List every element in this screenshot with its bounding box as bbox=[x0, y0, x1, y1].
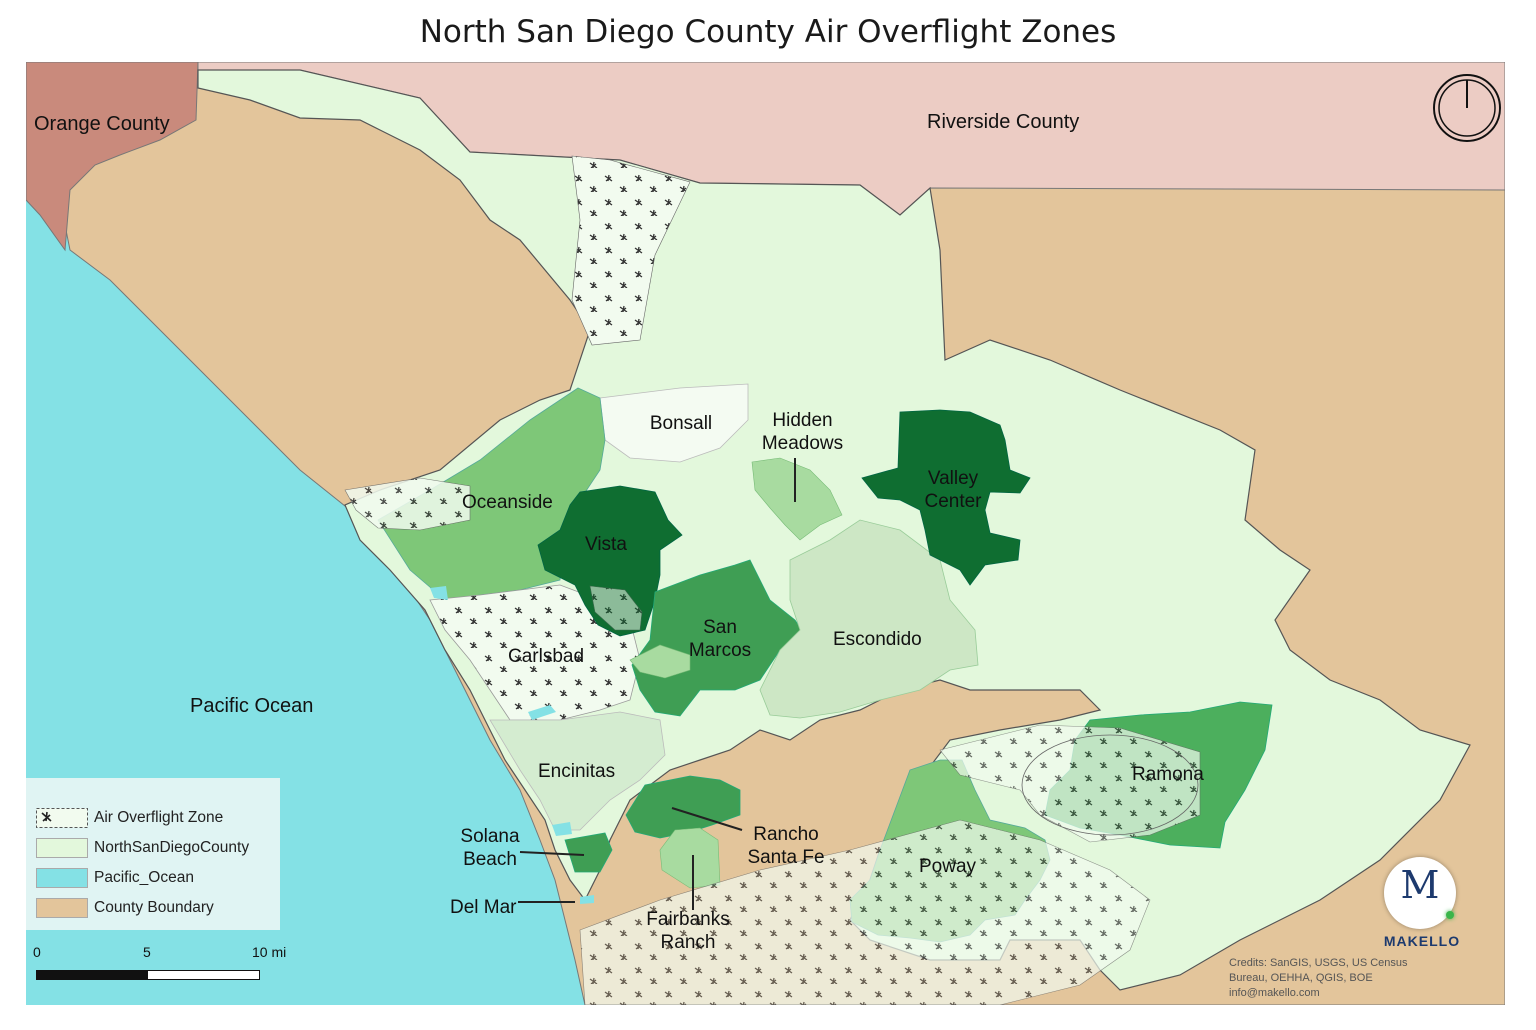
legend-label: County Boundary bbox=[94, 899, 214, 916]
legend-swatch bbox=[36, 838, 88, 858]
legend-label: Air Overflight Zone bbox=[94, 809, 224, 826]
bonsall-area bbox=[599, 383, 749, 463]
label-solana-beach: Solana Beach bbox=[460, 826, 520, 870]
credits-line: Credits: SanGIS, USGS, US Census bbox=[1229, 957, 1408, 969]
overflight-zone-ramona bbox=[939, 724, 1201, 843]
overflight-zone-north bbox=[571, 155, 691, 346]
scale-label-10: 10 mi bbox=[252, 944, 287, 960]
label-ramona: Ramona bbox=[1132, 764, 1204, 785]
map-svg bbox=[26, 62, 1505, 1005]
lagoon bbox=[552, 822, 572, 836]
label-riverside-county: Riverside County bbox=[927, 111, 1080, 133]
overflight-zone-oceanside bbox=[344, 477, 471, 531]
airplane-hatch-icon bbox=[36, 808, 88, 828]
leader-solana-beach bbox=[519, 851, 585, 856]
legend-swatch bbox=[36, 868, 88, 888]
scale-bar: 0 5 10 mi bbox=[30, 944, 292, 986]
leader-rancho-santa-fe bbox=[671, 807, 743, 831]
label-poway: Poway bbox=[919, 856, 977, 877]
scale-label-5: 5 bbox=[143, 944, 151, 960]
label-del-mar: Del Mar bbox=[450, 897, 517, 918]
solana-beach-area bbox=[564, 832, 613, 873]
lagoon bbox=[580, 895, 594, 904]
label-rancho-santa-fe: Rancho Santa Fe bbox=[747, 824, 825, 868]
overflight-zone-vista bbox=[589, 585, 643, 631]
san-marcos-area bbox=[631, 559, 806, 717]
carlsbad-area bbox=[429, 584, 641, 721]
legend-label: Pacific_Ocean bbox=[94, 869, 194, 886]
label-pacific-ocean: Pacific Ocean bbox=[190, 695, 314, 717]
legend-label: NorthSanDiegoCounty bbox=[94, 839, 250, 856]
logo-disc bbox=[1384, 857, 1456, 929]
encinitas-area bbox=[489, 711, 666, 831]
label-valley-center: Valley Center bbox=[924, 468, 982, 512]
legend-swatch bbox=[36, 898, 88, 918]
map-legend: Air Overflight Zone NorthSanDiegoCounty … bbox=[26, 778, 280, 930]
label-carlsbad: Carlsbad bbox=[508, 646, 585, 667]
logo-dot bbox=[1446, 911, 1454, 919]
label-escondido: Escondido bbox=[833, 629, 922, 650]
logo-mark: M bbox=[1400, 863, 1440, 907]
label-bonsall: Bonsall bbox=[649, 413, 713, 434]
lagoon bbox=[430, 586, 448, 600]
legend-item-ocean: Pacific_Ocean bbox=[36, 866, 194, 890]
credits: Credits: SanGIS, USGS, US Census Bureau,… bbox=[1229, 956, 1459, 1001]
label-orange-county: Orange County bbox=[34, 113, 170, 135]
overflight-zone-south bbox=[579, 819, 1151, 1005]
label-encinitas: Encinitas bbox=[538, 761, 616, 782]
san-marcos-light-area bbox=[629, 644, 691, 679]
orange-county-area bbox=[26, 62, 199, 252]
label-fairbanks-ranch: Fairbanks Ranch bbox=[646, 909, 730, 953]
label-oceanside: Oceanside bbox=[462, 492, 553, 513]
ramona-airport-ring bbox=[1021, 734, 1199, 836]
label-san-marcos: San Marcos bbox=[688, 617, 752, 661]
north-arrow-icon bbox=[1433, 74, 1501, 142]
rancho-santa-fe-area bbox=[625, 775, 741, 839]
scale-bar-graphic bbox=[36, 970, 260, 980]
label-vista: Vista bbox=[585, 534, 627, 555]
legend-item-overflight: Air Overflight Zone bbox=[36, 806, 223, 830]
vista-area bbox=[537, 485, 683, 637]
escondido-area bbox=[759, 519, 979, 719]
logo-name: MAKELLO bbox=[1383, 933, 1461, 949]
credits-line: Bureau, OEHHA, QGIS, BOE bbox=[1229, 972, 1373, 984]
legend-item-county-boundary: County Boundary bbox=[36, 896, 214, 920]
credits-line: info@makello.com bbox=[1229, 987, 1320, 999]
map-title: North San Diego County Air Overflight Zo… bbox=[419, 14, 1117, 50]
makello-logo: M MAKELLO bbox=[1382, 855, 1462, 950]
map-canvas[interactable] bbox=[26, 62, 1505, 1005]
lagoon bbox=[528, 705, 556, 720]
hidden-meadows-area bbox=[751, 457, 843, 541]
label-hidden-meadows: Hidden Meadows bbox=[761, 410, 844, 454]
legend-item-north-county: NorthSanDiegoCounty bbox=[36, 836, 249, 860]
scale-label-0: 0 bbox=[33, 944, 41, 960]
valley-center-area bbox=[861, 409, 1031, 586]
